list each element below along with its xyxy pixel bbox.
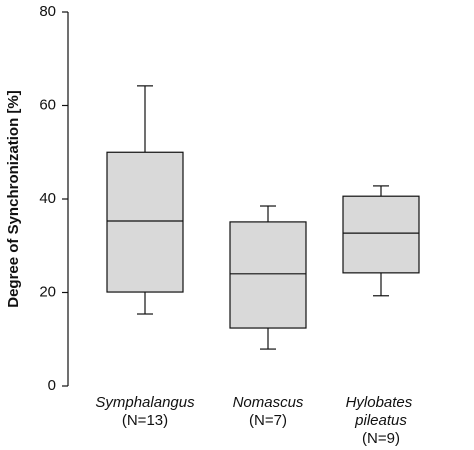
x-tick-label: Hylobates pileatus: [346, 394, 417, 429]
y-tick-label: 20: [39, 283, 56, 300]
box: [342, 195, 420, 274]
n-label: (N=7): [249, 412, 287, 429]
n-label: (N=13): [122, 412, 168, 429]
y-tick-label: 80: [39, 3, 56, 20]
n-label: (N=9): [362, 430, 400, 447]
y-axis-label: Degree of Synchronization [%]: [5, 90, 22, 308]
x-tick-label: Symphalangus: [95, 394, 195, 411]
y-tick-label: 60: [39, 96, 56, 113]
box: [229, 221, 307, 329]
y-tick-label: 40: [39, 190, 56, 207]
x-tick-label: Nomascus: [233, 394, 304, 411]
box: [106, 151, 184, 293]
y-tick-label: 0: [48, 377, 56, 394]
